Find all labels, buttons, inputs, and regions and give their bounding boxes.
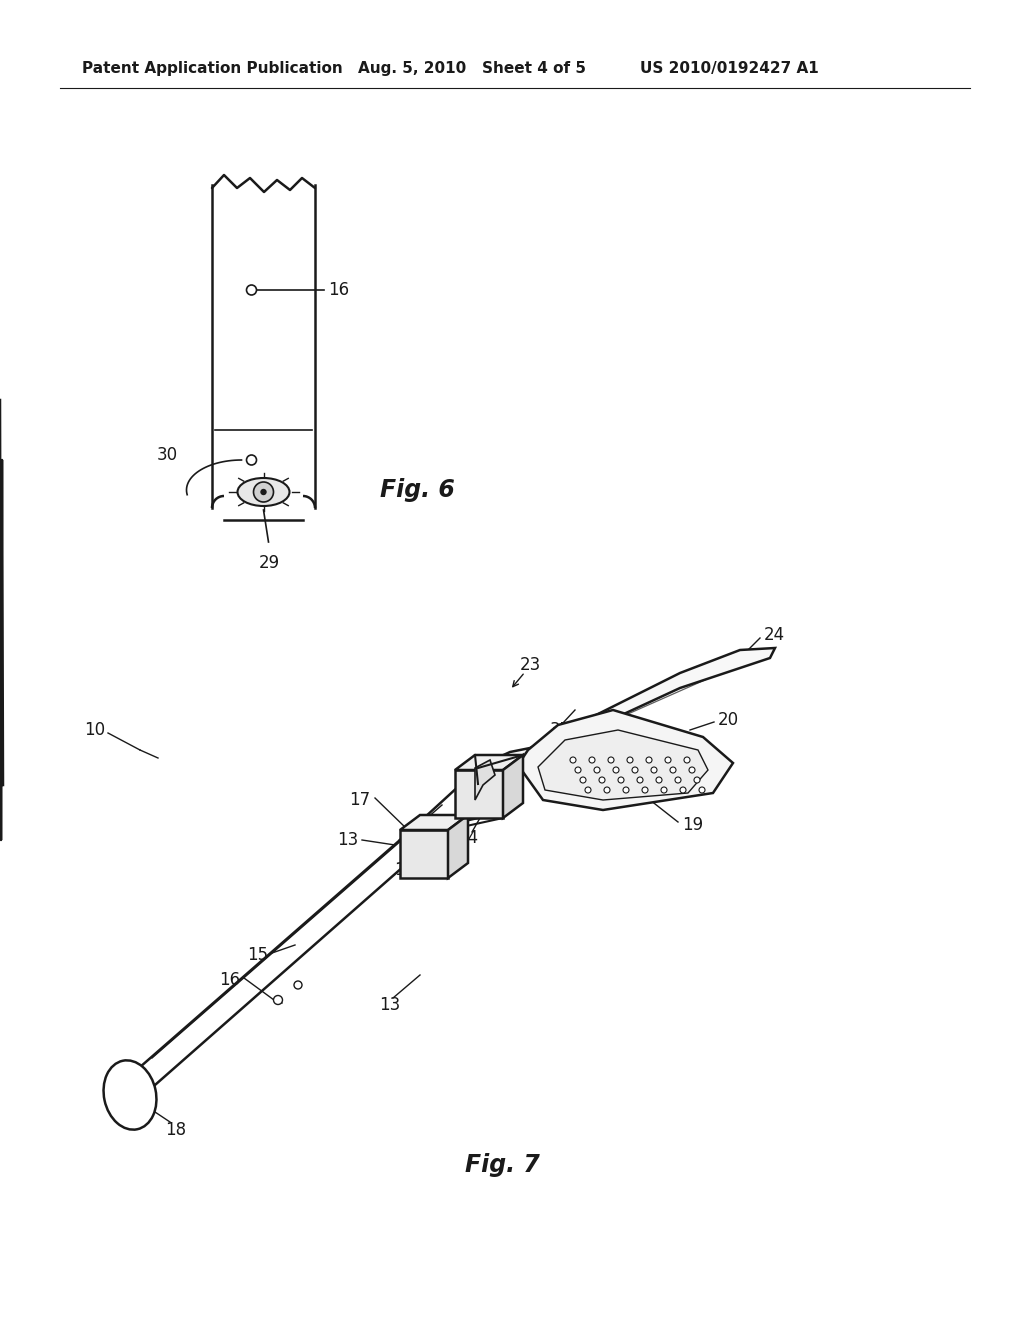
Circle shape	[594, 767, 600, 774]
Text: Patent Application Publication: Patent Application Publication	[82, 61, 343, 75]
Circle shape	[247, 455, 256, 465]
Text: 14: 14	[394, 861, 415, 879]
Circle shape	[670, 767, 676, 774]
Circle shape	[294, 981, 302, 989]
Polygon shape	[455, 755, 523, 770]
Circle shape	[623, 787, 629, 793]
Text: 18: 18	[166, 1121, 186, 1139]
Polygon shape	[475, 760, 495, 800]
Polygon shape	[518, 710, 733, 810]
Polygon shape	[475, 648, 775, 800]
Circle shape	[662, 787, 667, 793]
Circle shape	[247, 285, 256, 294]
Text: 14: 14	[458, 829, 478, 847]
Circle shape	[642, 787, 648, 793]
Text: 13: 13	[337, 832, 358, 849]
Circle shape	[273, 995, 283, 1005]
Circle shape	[575, 767, 581, 774]
Circle shape	[585, 787, 591, 793]
Polygon shape	[538, 730, 708, 800]
Polygon shape	[503, 755, 523, 818]
Text: 13: 13	[379, 997, 400, 1014]
Text: 37: 37	[550, 721, 570, 739]
Circle shape	[618, 777, 624, 783]
Circle shape	[580, 777, 586, 783]
Circle shape	[646, 756, 652, 763]
Circle shape	[675, 777, 681, 783]
Text: 30: 30	[157, 446, 178, 465]
Circle shape	[608, 756, 614, 763]
Text: 29: 29	[259, 554, 280, 572]
Text: 10: 10	[84, 721, 105, 739]
Ellipse shape	[238, 478, 290, 506]
Polygon shape	[449, 814, 468, 878]
Ellipse shape	[103, 1060, 157, 1130]
Text: 16: 16	[329, 281, 349, 300]
Circle shape	[604, 787, 610, 793]
Circle shape	[632, 767, 638, 774]
Circle shape	[637, 777, 643, 783]
Text: Aug. 5, 2010   Sheet 4 of 5: Aug. 5, 2010 Sheet 4 of 5	[358, 61, 586, 75]
Circle shape	[599, 777, 605, 783]
Polygon shape	[400, 830, 449, 878]
Circle shape	[680, 787, 686, 793]
Text: 19: 19	[682, 816, 703, 834]
Circle shape	[699, 787, 705, 793]
Text: Fig. 6: Fig. 6	[380, 478, 455, 502]
Circle shape	[656, 777, 662, 783]
Circle shape	[684, 756, 690, 763]
Text: 16: 16	[219, 972, 240, 989]
Text: US 2010/0192427 A1: US 2010/0192427 A1	[640, 61, 819, 75]
Text: 20: 20	[718, 711, 739, 729]
Circle shape	[651, 767, 657, 774]
Circle shape	[416, 832, 424, 840]
Polygon shape	[400, 814, 468, 830]
Circle shape	[689, 767, 695, 774]
Circle shape	[613, 767, 618, 774]
Circle shape	[261, 490, 266, 495]
Text: 23: 23	[519, 656, 541, 675]
Circle shape	[254, 482, 273, 502]
Circle shape	[627, 756, 633, 763]
Polygon shape	[455, 770, 503, 818]
Text: 15: 15	[247, 946, 268, 964]
Text: 17: 17	[349, 791, 370, 809]
Text: Fig. 7: Fig. 7	[465, 1152, 540, 1177]
Circle shape	[570, 756, 575, 763]
Circle shape	[694, 777, 700, 783]
Circle shape	[589, 756, 595, 763]
Circle shape	[665, 756, 671, 763]
Text: 24: 24	[764, 626, 785, 644]
